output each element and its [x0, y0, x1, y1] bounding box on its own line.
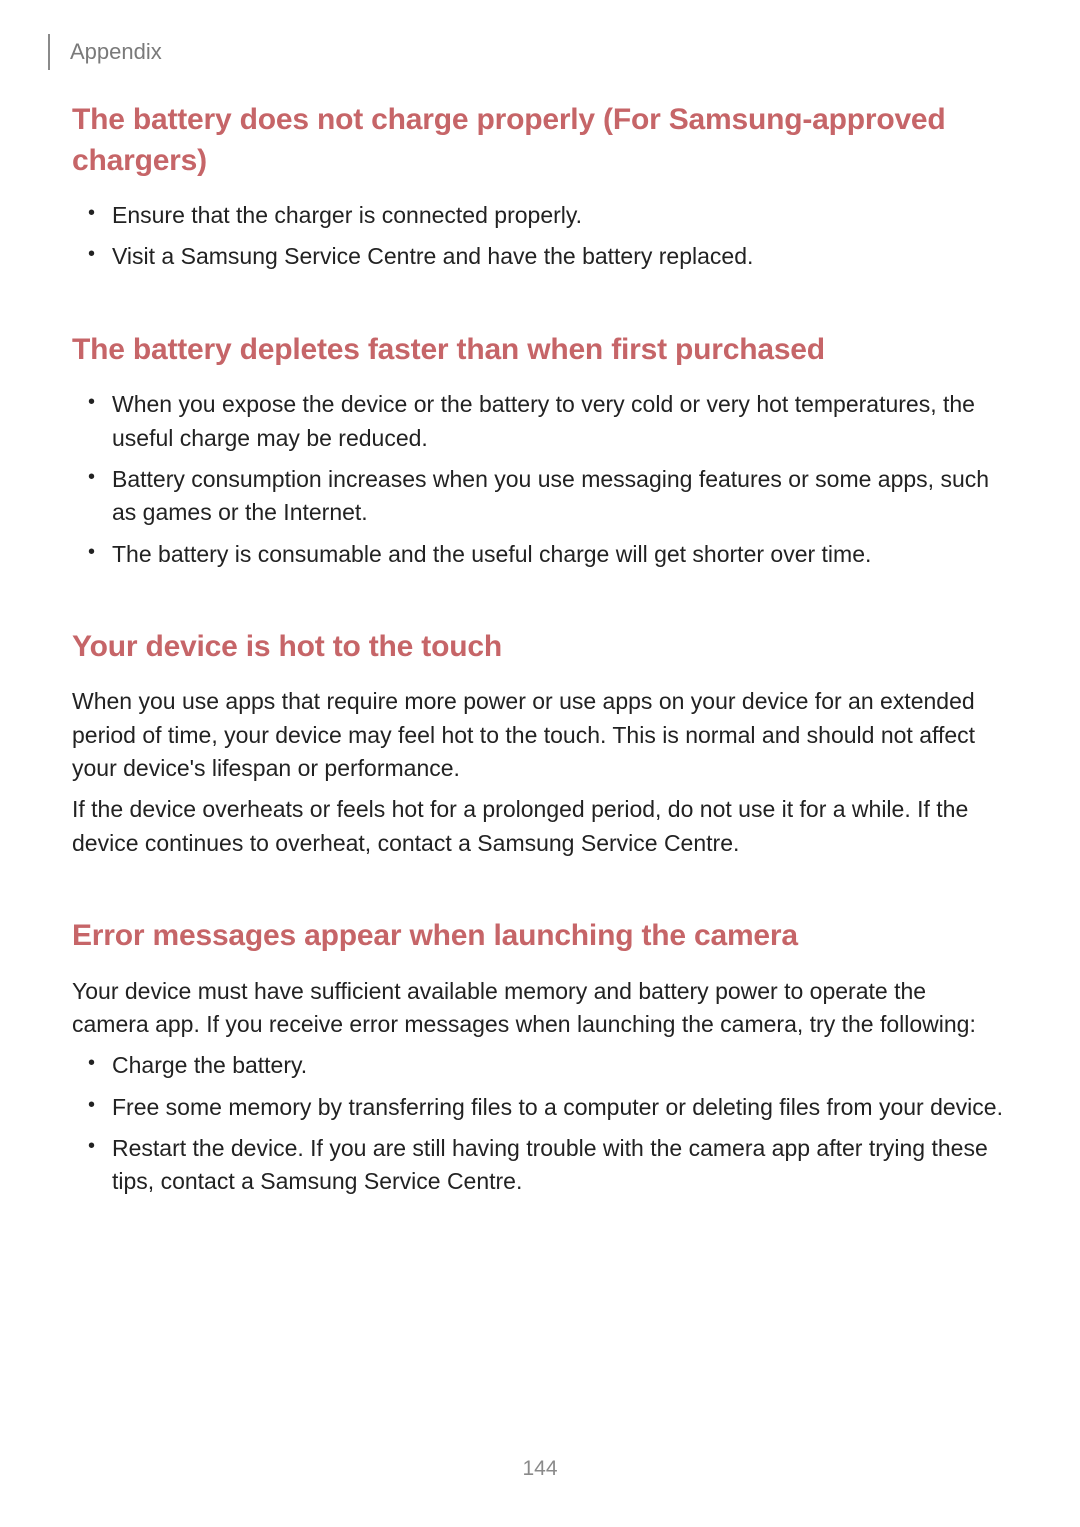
list-item: Visit a Samsung Service Centre and have …	[112, 240, 1008, 273]
section-heading: Error messages appear when launching the…	[72, 916, 1008, 957]
section-heading: The battery depletes faster than when fi…	[72, 330, 1008, 371]
list-item: The battery is consumable and the useful…	[112, 538, 1008, 571]
page-content: The battery does not charge properly (Fo…	[72, 100, 1008, 1207]
paragraph: Your device must have sufficient availab…	[72, 975, 1008, 1042]
paragraph: If the device overheats or feels hot for…	[72, 793, 1008, 860]
page-number: 144	[0, 1457, 1080, 1481]
list-item: When you expose the device or the batter…	[112, 388, 1008, 455]
list-item: Free some memory by transferring files t…	[112, 1091, 1008, 1124]
bullet-list: Charge the battery. Free some memory by …	[72, 1049, 1008, 1198]
section-heading: Your device is hot to the touch	[72, 627, 1008, 668]
section-heading: The battery does not charge properly (Fo…	[72, 100, 1008, 181]
list-item: Battery consumption increases when you u…	[112, 463, 1008, 530]
paragraph: When you use apps that require more powe…	[72, 685, 1008, 785]
header-bar-icon	[48, 34, 50, 70]
bullet-list: When you expose the device or the batter…	[72, 388, 1008, 571]
list-item: Charge the battery.	[112, 1049, 1008, 1082]
header-section-label: Appendix	[70, 39, 162, 65]
bullet-list: Ensure that the charger is connected pro…	[72, 199, 1008, 274]
page-header: Appendix	[48, 34, 162, 70]
list-item: Ensure that the charger is connected pro…	[112, 199, 1008, 232]
list-item: Restart the device. If you are still hav…	[112, 1132, 1008, 1199]
